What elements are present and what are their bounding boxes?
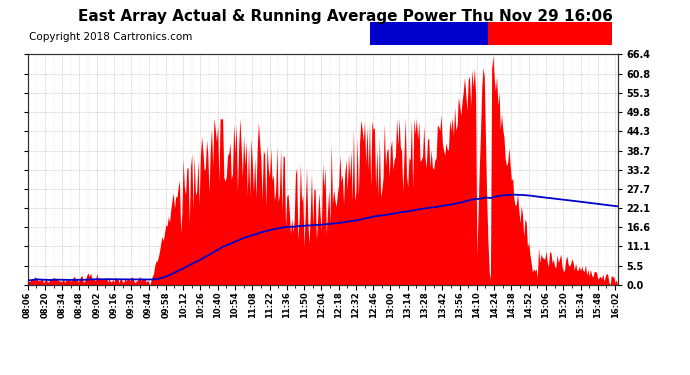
Text: East Array  (DC Watts): East Array (DC Watts) xyxy=(493,29,607,38)
Bar xyxy=(370,22,488,45)
Bar xyxy=(488,22,611,45)
Text: Average  (DC Watts): Average (DC Watts) xyxy=(377,29,480,38)
Text: Copyright 2018 Cartronics.com: Copyright 2018 Cartronics.com xyxy=(29,32,192,42)
Text: East Array Actual & Running Average Power Thu Nov 29 16:06: East Array Actual & Running Average Powe… xyxy=(77,9,613,24)
